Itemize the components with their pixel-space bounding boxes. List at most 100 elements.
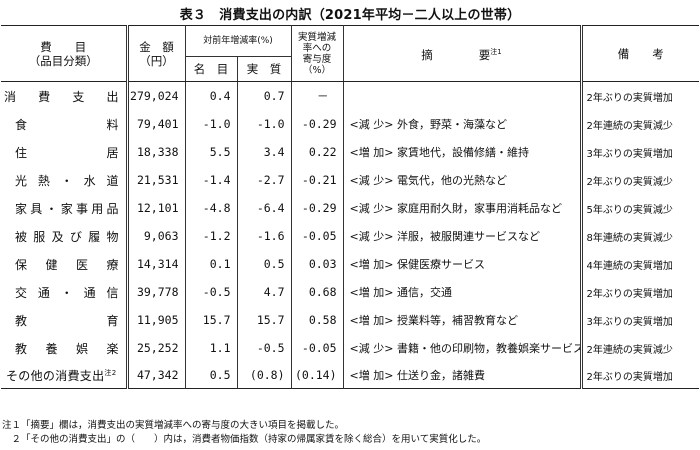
row-item: 保健医療	[15, 257, 119, 272]
row-nominal: 0.4	[184, 81, 237, 110]
row-summary-text: 外食，野菜・海藻など	[396, 118, 507, 131]
row-tag: <減 少>	[349, 202, 394, 215]
row-tag: <減 少>	[349, 118, 394, 131]
row-contrib: -0.05	[290, 334, 344, 362]
table-row: 光熱・水道 21,531 -1.4 -2.7 -0.21 <減 少> 電気代，他…	[1, 166, 700, 194]
header-yoy: 対前年増減率(%)	[184, 25, 292, 57]
row-summary: <増 加> 保健医療サービス	[342, 250, 582, 278]
row-contrib: (0.14)	[290, 362, 344, 389]
row-real: 15.7	[236, 306, 292, 334]
row-summary: <減 少> 書籍・他の印刷物，教養娯楽サービス	[342, 334, 582, 362]
row-contrib: -0.29	[290, 194, 344, 222]
row-amount: 279,024	[125, 81, 185, 110]
row-note: 4年連続の実質増加	[579, 250, 700, 278]
row-note: 2年ぶりの実質増加	[579, 278, 700, 306]
row-tag: <増 加>	[349, 314, 394, 327]
row-summary-text: 家庭用耐久財，家事用消耗品など	[396, 202, 562, 215]
row-item-label: その他の消費支出	[6, 368, 105, 383]
row-note: 2年ぶりの実質減少	[579, 166, 700, 194]
row-summary	[342, 81, 582, 110]
row-item: その他の消費支出注2	[1, 362, 127, 389]
row-summary: <増 加> 仕送り金，諸雑費	[342, 362, 582, 389]
row-summary: <減 少> 電気代，他の光熱など	[342, 166, 582, 194]
row-real: -1.0	[236, 110, 292, 138]
row-nominal: 15.7	[184, 306, 237, 334]
row-contrib: -0.05	[290, 222, 344, 250]
footnote-1: 注１「摘要」欄は，消費支出の実質増減率への寄与度の大きい項目を掲載した。	[2, 420, 345, 431]
row-item-note-mark: 注2	[104, 368, 117, 377]
row-summary: <増 加> 授業料等，補習教育など	[342, 306, 582, 334]
row-contrib: 0.22	[290, 138, 344, 166]
row-real: 0.5	[236, 250, 292, 278]
row-real: 3.4	[236, 138, 292, 166]
table-row: 家具・家事用品 12,101 -4.8 -6.4 -0.29 <減 少> 家庭用…	[1, 194, 700, 222]
header-amount-line1: 金 額	[139, 39, 174, 54]
header-contrib-line3: 寄与度	[302, 53, 332, 65]
row-summary-text: 書籍・他の印刷物，教養娯楽サービス	[396, 342, 582, 355]
footnotes: 注１「摘要」欄は，消費支出の実質増減率への寄与度の大きい項目を掲載した。 ２「そ…	[2, 419, 486, 447]
table-row: 食料 79,401 -1.0 -1.0 -0.29 <減 少> 外食，野菜・海藻…	[1, 110, 700, 138]
row-amount: 25,252	[125, 334, 185, 362]
row-item: 交通・通信	[15, 285, 119, 300]
header-remarks: 備 考	[579, 25, 700, 82]
row-real: 0.7	[236, 81, 292, 110]
row-item: 消 費 支 出	[4, 89, 119, 104]
header-contrib-line2: 率への	[302, 42, 332, 54]
row-contrib: －	[290, 81, 344, 110]
header-contrib-line4: （%）	[303, 64, 332, 76]
row-contrib: 0.58	[290, 306, 344, 334]
row-amount: 14,314	[125, 250, 185, 278]
header-item-line1: 費 目	[40, 39, 87, 54]
header-nominal: 名 目	[184, 56, 237, 82]
row-nominal: -1.2	[184, 222, 237, 250]
row-note: 3年ぶりの実質増加	[579, 306, 700, 334]
row-tag: <減 少>	[349, 342, 394, 355]
table-row: 教育 11,905 15.7 15.7 0.58 <増 加> 授業料等，補習教育…	[1, 306, 700, 334]
row-real: -1.6	[236, 222, 292, 250]
row-tag: <減 少>	[349, 174, 394, 187]
expenditure-table: 費 目 （品目分類） 金 額 （円） 対前年増減率(%) 実質増減 率への 寄与…	[1, 25, 700, 389]
row-summary-text: 家賃地代，設備修繕・維持	[396, 146, 529, 159]
row-note: 5年ぶりの実質減少	[579, 194, 700, 222]
row-item: 住居	[15, 145, 119, 160]
row-nominal: 1.1	[184, 334, 237, 362]
table-row: その他の消費支出注2 47,342 0.5 (0.8) (0.14) <増 加>…	[1, 362, 700, 389]
row-summary-text: 洋服，被服関連サービスなど	[396, 230, 540, 243]
row-item: 家具・家事用品	[15, 201, 119, 216]
row-summary-text: 授業料等，補習教育など	[396, 314, 518, 327]
row-amount: 18,338	[125, 138, 185, 166]
header-summary: 摘 要注1	[342, 25, 582, 82]
row-item: 食料	[15, 117, 119, 132]
header-amount-line2: （円）	[139, 53, 174, 68]
footnote-2: ２「その他の消費支出」の（ ）内は，消費者物価指数（持家の帰属家賃を除く総合）を…	[2, 434, 487, 445]
table-title: 表３ 消費支出の内訳（2021年平均－二人以上の世帯）	[179, 8, 521, 23]
row-summary-text: 保健医療サービス	[396, 258, 485, 271]
header-real: 実 質	[236, 56, 292, 82]
row-item: 光熱・水道	[15, 173, 119, 188]
row-amount: 9,063	[125, 222, 185, 250]
row-summary: <減 少> 外食，野菜・海藻など	[342, 110, 582, 138]
row-amount: 79,401	[125, 110, 185, 138]
table-row: 交通・通信 39,778 -0.5 4.7 0.68 <増 加> 通信，交通 2…	[1, 278, 700, 306]
row-real: (0.8)	[236, 362, 292, 389]
row-summary: <減 少> 家庭用耐久財，家事用消耗品など	[342, 194, 582, 222]
table-row: 住居 18,338 5.5 3.4 0.22 <増 加> 家賃地代，設備修繕・維…	[1, 138, 700, 166]
row-tag: <減 少>	[349, 230, 394, 243]
row-contrib: -0.21	[290, 166, 344, 194]
row-tag: <増 加>	[349, 369, 394, 382]
row-amount: 11,905	[125, 306, 185, 334]
row-summary-text: 通信，交通	[396, 286, 452, 299]
row-summary-text: 電気代，他の光熱など	[396, 174, 507, 187]
row-nominal: -0.5	[184, 278, 237, 306]
row-summary: <増 加> 家賃地代，設備修繕・維持	[342, 138, 582, 166]
row-contrib: 0.03	[290, 250, 344, 278]
header-amount: 金 額 （円）	[125, 25, 185, 82]
row-real: -0.5	[236, 334, 292, 362]
row-real: 4.7	[236, 278, 292, 306]
header-summary-note-mark: 注1	[490, 48, 502, 56]
header-contribution: 実質増減 率への 寄与度 （%）	[290, 25, 344, 82]
row-amount: 47,342	[125, 362, 185, 389]
table-row: 教養娯楽 25,252 1.1 -0.5 -0.05 <減 少> 書籍・他の印刷…	[1, 334, 700, 362]
row-contrib: -0.29	[290, 110, 344, 138]
row-nominal: -4.8	[184, 194, 237, 222]
